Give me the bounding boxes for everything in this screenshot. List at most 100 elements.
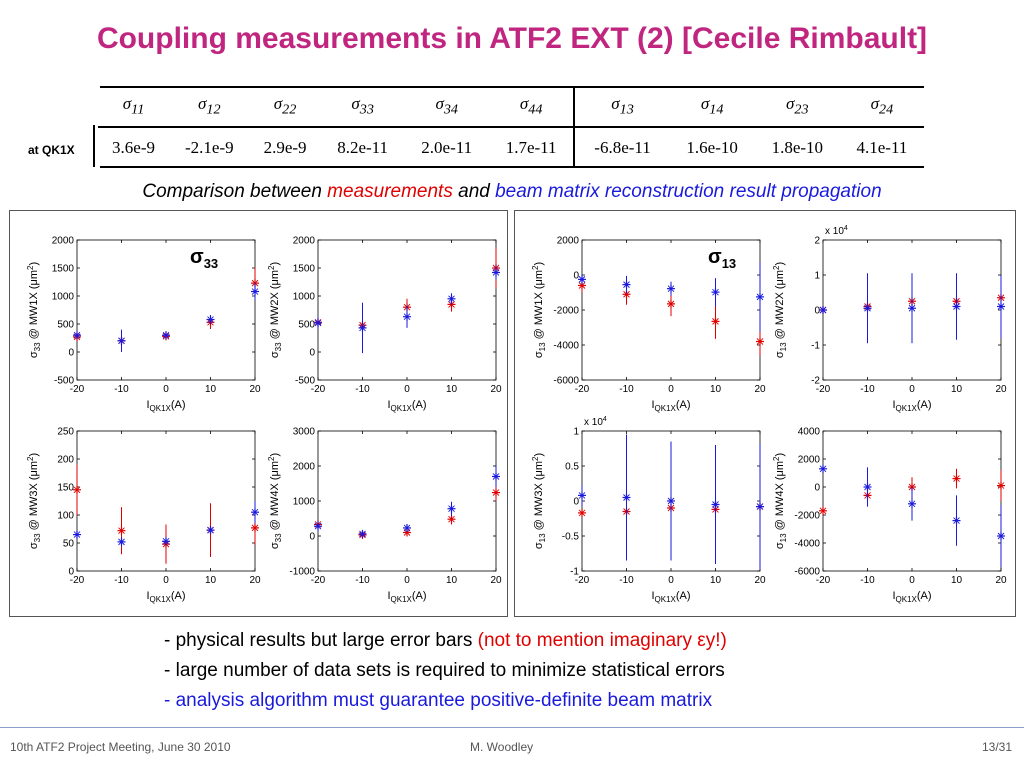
x-axis-label: IQK1X(A): [146, 590, 185, 604]
y-tick-label: 1500: [52, 264, 75, 275]
x-tick-label: 20: [995, 384, 1007, 395]
data-point: [667, 285, 675, 292]
x-tick-label: 20: [490, 384, 502, 395]
y-tick-label: -6000: [794, 567, 820, 578]
data-point: [251, 508, 259, 516]
y-tick-label: 1500: [293, 264, 316, 275]
data-point: [953, 517, 960, 524]
data-point: [997, 532, 1005, 540]
y-tick-label: 1000: [52, 292, 75, 303]
y-tick-label: -500: [295, 376, 315, 387]
y-axis-label: σ33 @ MW1X (μm2): [26, 262, 42, 358]
data-point: [162, 538, 170, 545]
data-point: [623, 290, 630, 298]
y-tick-label: 4000: [798, 427, 821, 438]
axis-multiplier: x 104: [584, 416, 607, 428]
table-header-cell: σ11: [98, 87, 170, 128]
footer-left: 10th ATF2 Project Meeting, June 30 2010: [10, 740, 231, 754]
x-tick-label: 10: [446, 384, 458, 395]
chart-s13-mw1x: -20 -10 0 10 20 -6000 -4000 -2000 0 2000 IQK1X(A) σ…: [531, 236, 766, 414]
x-tick-label: 0: [163, 575, 169, 586]
x-tick-label: -10: [355, 384, 370, 395]
x-axis-label: IQK1X(A): [651, 399, 690, 413]
y-axis-label: σ33 @ MW2X (μm2): [267, 262, 283, 358]
y-tick-label: -2: [811, 376, 820, 387]
table-header-row: σ11 σ12 σ22 σ33 σ34 σ44 σ13 σ14 σ23 σ24: [98, 87, 924, 128]
sigma33-label: σ33: [190, 246, 218, 271]
data-point: [448, 505, 455, 513]
data-point: [207, 316, 214, 323]
data-point: [712, 288, 719, 296]
table-header-cell: σ12: [169, 87, 250, 128]
x-tick-label: 0: [404, 575, 410, 586]
y-tick-label: 0: [814, 306, 820, 317]
table-header-cell: σ44: [488, 87, 575, 128]
data-point: [578, 509, 586, 517]
y-tick-label: 0: [814, 483, 820, 494]
x-tick-label: 10: [951, 384, 963, 395]
table-cell: 1.7e-11: [505, 137, 557, 157]
data-point: [819, 306, 827, 314]
y-tick-label: -0.5: [562, 532, 580, 543]
x-tick-label: 10: [710, 384, 722, 395]
table-header-cell: σ22: [249, 87, 321, 128]
table-cell: 2.0e-11: [421, 137, 473, 157]
x-tick-label: -20: [575, 575, 590, 586]
y-axis-label: σ33 @ MW3X (μm2): [26, 453, 42, 549]
footer-page-number: 13/31: [981, 740, 1012, 754]
chart-s33-mw4x: -20 -10 0 10 20 -1000 0 1000 2000 3000 IQK1X(A) σ33…: [267, 427, 502, 605]
x-axis-label: IQK1X(A): [387, 399, 426, 413]
x-tick-label: -20: [816, 384, 831, 395]
y-tick-label: 0: [68, 567, 74, 578]
data-point: [118, 538, 125, 546]
x-tick-label: 0: [404, 384, 410, 395]
data-point: [359, 530, 366, 538]
table-header-cell: σ23: [754, 87, 840, 128]
y-tick-label: 1000: [293, 292, 316, 303]
x-tick-label: 10: [710, 575, 722, 586]
data-point: [667, 300, 675, 308]
y-tick-label: 500: [57, 320, 74, 331]
bullet-item: - large number of data sets is required …: [164, 660, 725, 681]
table-header-cell: σ24: [839, 87, 924, 128]
table-cell: 2.9e-9: [263, 137, 307, 157]
y-tick-label: 50: [63, 539, 75, 550]
y-tick-label: 250: [57, 427, 74, 438]
data-point: [756, 503, 764, 510]
x-tick-label: -10: [114, 575, 129, 586]
measurements-label: measurements: [327, 181, 453, 202]
plot-area: [317, 430, 497, 572]
y-axis-label: σ13 @ MW2X (μm2): [772, 262, 788, 358]
x-tick-label: -20: [311, 384, 326, 395]
propagation-label: beam matrix reconstruction result propag…: [495, 181, 882, 202]
y-axis-label: σ13 @ MW3X (μm2): [531, 453, 547, 549]
data-point: [73, 531, 81, 538]
data-point: [623, 494, 630, 501]
y-tick-label: 0: [68, 348, 74, 359]
bullet-item: - analysis algorithm must guarantee posi…: [164, 690, 713, 711]
data-point: [448, 515, 455, 523]
x-axis-label: IQK1X(A): [146, 399, 185, 413]
x-tick-label: -10: [860, 384, 875, 395]
x-tick-label: -20: [816, 575, 831, 586]
data-point: [864, 483, 871, 491]
chart-s33-mw1x: -20 -10 0 10 20 -500 0 500 1000 1500 2000 IQK1X(A) σ…: [26, 236, 261, 414]
table-header-cell: σ33: [320, 87, 405, 128]
data-point: [756, 293, 764, 301]
y-tick-label: 0: [573, 271, 579, 282]
data-point: [667, 497, 675, 505]
y-tick-label: -6000: [553, 376, 579, 387]
y-tick-label: -1000: [289, 567, 315, 578]
data-point: [908, 500, 916, 508]
y-tick-label: 2000: [293, 462, 316, 473]
y-tick-label: 1: [573, 427, 579, 438]
y-tick-label: 0: [309, 348, 315, 359]
x-tick-label: 10: [205, 384, 217, 395]
table-header-cell: σ34: [404, 87, 489, 128]
x-tick-label: 20: [754, 384, 766, 395]
data-point: [251, 524, 259, 532]
x-tick-label: 0: [668, 384, 674, 395]
x-tick-label: 20: [490, 575, 502, 586]
y-tick-label: -2000: [553, 306, 579, 317]
